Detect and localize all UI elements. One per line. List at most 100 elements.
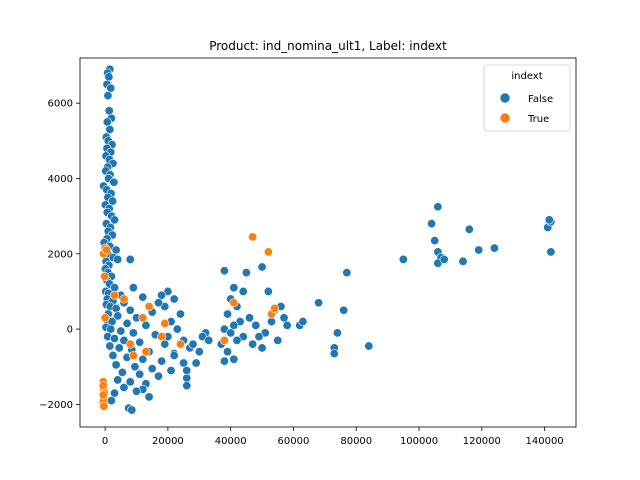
point-false bbox=[188, 339, 198, 349]
point-false bbox=[128, 328, 138, 338]
point-false bbox=[263, 286, 273, 296]
axes-frame bbox=[79, 57, 577, 428]
point-true bbox=[248, 232, 258, 242]
x-tick-label: 100000 bbox=[400, 436, 438, 447]
chart-title: Product: ind_nomina_ult1, Label: indext bbox=[209, 39, 447, 53]
point-false bbox=[229, 283, 239, 293]
x-tick-label: 80000 bbox=[340, 436, 372, 447]
point-true bbox=[175, 339, 185, 349]
point-false bbox=[114, 343, 124, 353]
point-false bbox=[157, 356, 167, 366]
point-false bbox=[241, 268, 251, 278]
point-true bbox=[128, 350, 138, 360]
point-false bbox=[458, 256, 468, 266]
point-false bbox=[125, 254, 135, 264]
point-false bbox=[105, 125, 115, 135]
y-tick-label: 0 bbox=[67, 325, 73, 336]
point-false bbox=[157, 290, 167, 300]
point-true bbox=[102, 245, 112, 255]
point-false bbox=[135, 337, 145, 347]
point-true bbox=[144, 302, 154, 312]
legend-label-false: False bbox=[528, 94, 553, 105]
point-false bbox=[138, 292, 148, 302]
point-false bbox=[108, 196, 118, 206]
point-false bbox=[104, 106, 114, 116]
point-false bbox=[254, 332, 264, 342]
point-false bbox=[229, 354, 239, 364]
point-false bbox=[464, 224, 474, 234]
point-false bbox=[257, 343, 267, 353]
point-false bbox=[433, 202, 443, 212]
point-true bbox=[141, 347, 151, 357]
point-false bbox=[106, 324, 116, 334]
point-false bbox=[147, 364, 157, 374]
point-false bbox=[117, 367, 127, 377]
x-tick-label: 0 bbox=[102, 436, 108, 447]
point-true bbox=[157, 332, 167, 342]
point-false bbox=[153, 371, 163, 381]
point-false bbox=[105, 341, 115, 351]
point-false bbox=[110, 334, 120, 344]
point-false bbox=[111, 245, 121, 255]
point-false bbox=[138, 354, 148, 364]
y-tick-label: −2000 bbox=[39, 400, 73, 411]
point-true bbox=[138, 313, 148, 323]
point-false bbox=[169, 294, 179, 304]
point-false bbox=[248, 339, 258, 349]
point-true bbox=[263, 247, 273, 257]
point-false bbox=[119, 382, 129, 392]
point-false bbox=[223, 347, 233, 357]
point-false bbox=[160, 339, 170, 349]
point-false bbox=[191, 358, 201, 368]
point-false bbox=[329, 349, 339, 359]
point-false bbox=[125, 305, 135, 315]
legend-marker-false bbox=[499, 92, 511, 104]
legend: indext False True bbox=[483, 64, 571, 132]
point-false bbox=[116, 326, 126, 336]
point-false bbox=[103, 91, 113, 101]
point-false bbox=[273, 335, 283, 345]
point-true bbox=[99, 271, 109, 281]
point-false bbox=[106, 83, 116, 93]
point-false bbox=[130, 362, 140, 372]
legend-label-true: True bbox=[527, 114, 549, 125]
point-false bbox=[427, 219, 437, 229]
point-false bbox=[104, 72, 114, 82]
point-false bbox=[339, 305, 349, 315]
point-false bbox=[238, 286, 248, 296]
point-false bbox=[122, 318, 132, 328]
point-false bbox=[194, 347, 204, 357]
point-false bbox=[172, 324, 182, 334]
point-false bbox=[182, 373, 192, 383]
point-false bbox=[332, 328, 342, 338]
point-true bbox=[110, 290, 120, 300]
x-tick-label: 60000 bbox=[278, 436, 310, 447]
point-false bbox=[364, 341, 374, 351]
point-false bbox=[342, 268, 352, 278]
point-false bbox=[219, 356, 229, 366]
point-false bbox=[223, 309, 233, 319]
x-tick-label: 120000 bbox=[463, 436, 501, 447]
legend-title: indext bbox=[511, 71, 542, 82]
point-false bbox=[113, 311, 123, 321]
point-true bbox=[125, 339, 135, 349]
point-true bbox=[99, 401, 109, 411]
point-true bbox=[229, 298, 239, 308]
point-false bbox=[474, 245, 484, 255]
point-false bbox=[430, 236, 440, 246]
x-tick-label: 140000 bbox=[526, 436, 564, 447]
point-false bbox=[398, 254, 408, 264]
y-axis: −2000 0 2000 4000 6000 bbox=[39, 99, 80, 411]
point-false bbox=[108, 350, 118, 360]
legend-marker-true bbox=[499, 112, 511, 124]
point-true bbox=[219, 335, 229, 345]
point-false bbox=[219, 266, 229, 276]
point-true bbox=[160, 318, 170, 328]
x-tick-label: 40000 bbox=[215, 436, 247, 447]
point-false bbox=[153, 298, 163, 308]
point-false bbox=[169, 350, 179, 360]
point-false bbox=[113, 375, 123, 385]
point-false bbox=[135, 369, 145, 379]
y-tick-label: 2000 bbox=[48, 249, 73, 260]
